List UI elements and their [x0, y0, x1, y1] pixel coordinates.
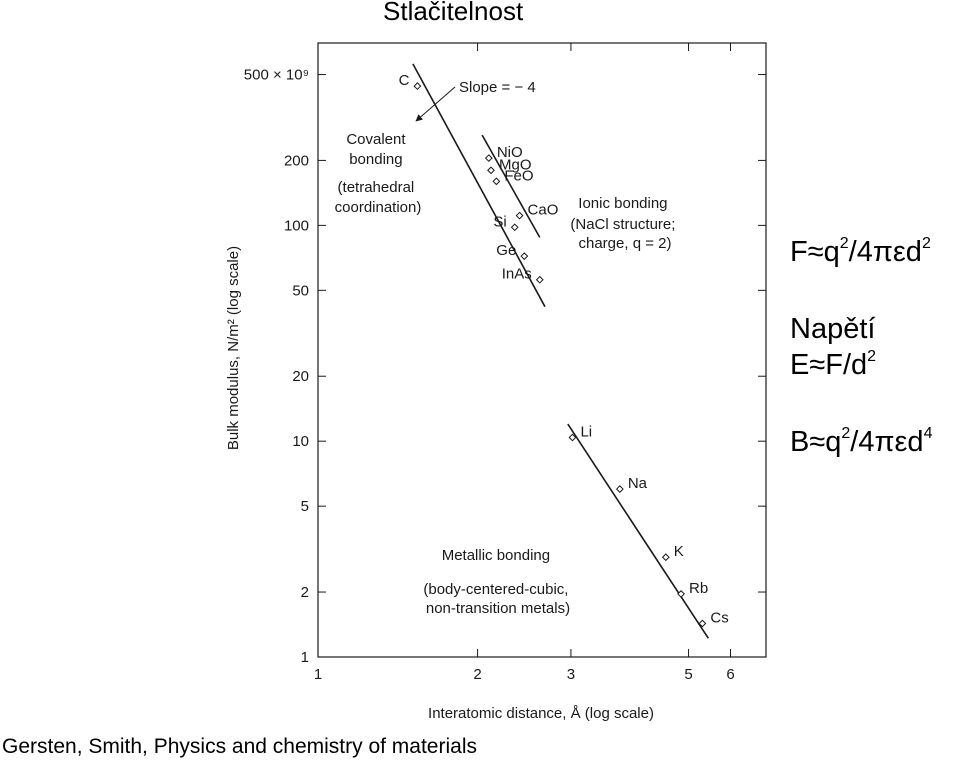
data-point: [677, 590, 685, 598]
data-point-label: Na: [628, 475, 648, 492]
data-point-label: CaO: [528, 202, 559, 219]
data-point: [515, 211, 524, 220]
data-point: [698, 619, 707, 628]
bulk-formula-part: B≈q: [790, 426, 842, 458]
bulk-formula-part: /4πεd: [850, 426, 924, 458]
y-tick-label: 10: [292, 433, 309, 450]
y-axis-label: Bulk modulus, N/m² (log scale): [225, 246, 242, 450]
force-formula-exponent: 2: [921, 235, 931, 252]
bulk-modulus-formula: B≈q2/4πεd4: [790, 425, 933, 458]
data-point: [492, 177, 501, 186]
data-point: [615, 485, 624, 493]
x-tick-label: 2: [473, 666, 481, 683]
ionic-annotation-line: (NaCl structure;: [570, 216, 675, 233]
data-point: [661, 553, 670, 562]
data-point-label: C: [399, 72, 410, 89]
y-tick-label: 2: [301, 584, 309, 601]
y-tick-label: 50: [292, 282, 309, 299]
data-point-label: Rb: [689, 580, 708, 597]
slope-annotation: Slope = − 4: [459, 79, 536, 96]
data-point: [568, 433, 577, 442]
ionic-annotation-line: Ionic bonding: [578, 195, 667, 212]
ionic-annotation-line: charge, q = 2): [579, 235, 672, 252]
x-axis: 1 2 3 5 6: [314, 43, 735, 683]
x-tick-label: 3: [567, 666, 575, 683]
metallic-annotation-line: non-transition metals): [426, 600, 570, 617]
covalent-annotation: Covalent bonding (tetrahedral coordinati…: [335, 131, 422, 216]
data-point: [484, 154, 493, 163]
force-formula-exponent: 2: [839, 235, 849, 252]
covalent-annotation-line: bonding: [349, 151, 402, 168]
stress-formula-part: E≈F/d: [790, 349, 868, 381]
y-tick-label: 5: [301, 498, 309, 515]
data-point-label: K: [674, 543, 684, 560]
data-point-label: Cs: [710, 609, 728, 626]
x-tick-label: 6: [726, 666, 734, 683]
data-point: [520, 252, 529, 261]
fit-line: [481, 134, 541, 238]
data-point-label: NiO: [497, 144, 523, 161]
data-point-label: Li: [580, 424, 592, 441]
y-tick-label: 200: [284, 152, 309, 169]
x-axis-label: Interatomic distance, Å (log scale): [428, 705, 654, 722]
covalent-annotation-line: coordination): [335, 199, 422, 216]
data-point: [413, 82, 422, 90]
data-point-label: MgO: [499, 156, 532, 173]
x-tick-label: 5: [684, 666, 692, 683]
data-point-label: Ge: [496, 242, 516, 259]
slope-arrow: [415, 86, 456, 122]
force-formula-part: F≈q: [790, 236, 840, 268]
y-axis: 1 2 5 10 20 50 100 200 500 × 10⁹: [244, 67, 766, 666]
force-formula-part: /4πεd: [848, 236, 922, 268]
data-point: [510, 223, 519, 232]
covalent-annotation-line: Covalent: [346, 131, 406, 148]
metallic-annotation-line: Metallic bonding: [442, 547, 550, 564]
x-tick-label: 1: [314, 666, 322, 683]
ionic-annotation: Ionic bonding (NaCl structure; charge, q…: [570, 195, 679, 252]
y-tick-label: 1: [301, 649, 309, 666]
slide-title: Stlačitelnost: [383, 0, 524, 26]
source-citation: Gersten, Smith, Physics and chemistry of…: [2, 735, 477, 758]
metallic-annotation-line: (body-centered-cubic,: [423, 581, 568, 598]
y-tick-label: 100: [284, 217, 309, 234]
stress-formula-exponent: 2: [867, 348, 877, 365]
data-point: [535, 275, 544, 284]
bulk-formula-exponent: 2: [841, 425, 851, 442]
data-point: [487, 166, 495, 175]
stress-label: Napětí: [790, 313, 876, 345]
data-point-label: Si: [493, 213, 506, 230]
fit-line: [567, 423, 710, 639]
bulk-formula-exponent: 4: [923, 425, 933, 442]
covalent-annotation-line: (tetrahedral: [338, 179, 415, 196]
force-formula: F≈q2/4πεd2: [790, 235, 931, 268]
data-point-label: InAs: [502, 266, 532, 283]
data-point-label: FeO: [504, 167, 533, 184]
y-tick-label: 20: [292, 368, 309, 385]
plot-frame: [317, 42, 767, 658]
metallic-annotation: Metallic bonding (body-centered-cubic, n…: [423, 547, 572, 617]
stress-formula: E≈F/d2: [790, 348, 877, 381]
y-tick-label: 500 × 10⁹: [244, 67, 309, 84]
